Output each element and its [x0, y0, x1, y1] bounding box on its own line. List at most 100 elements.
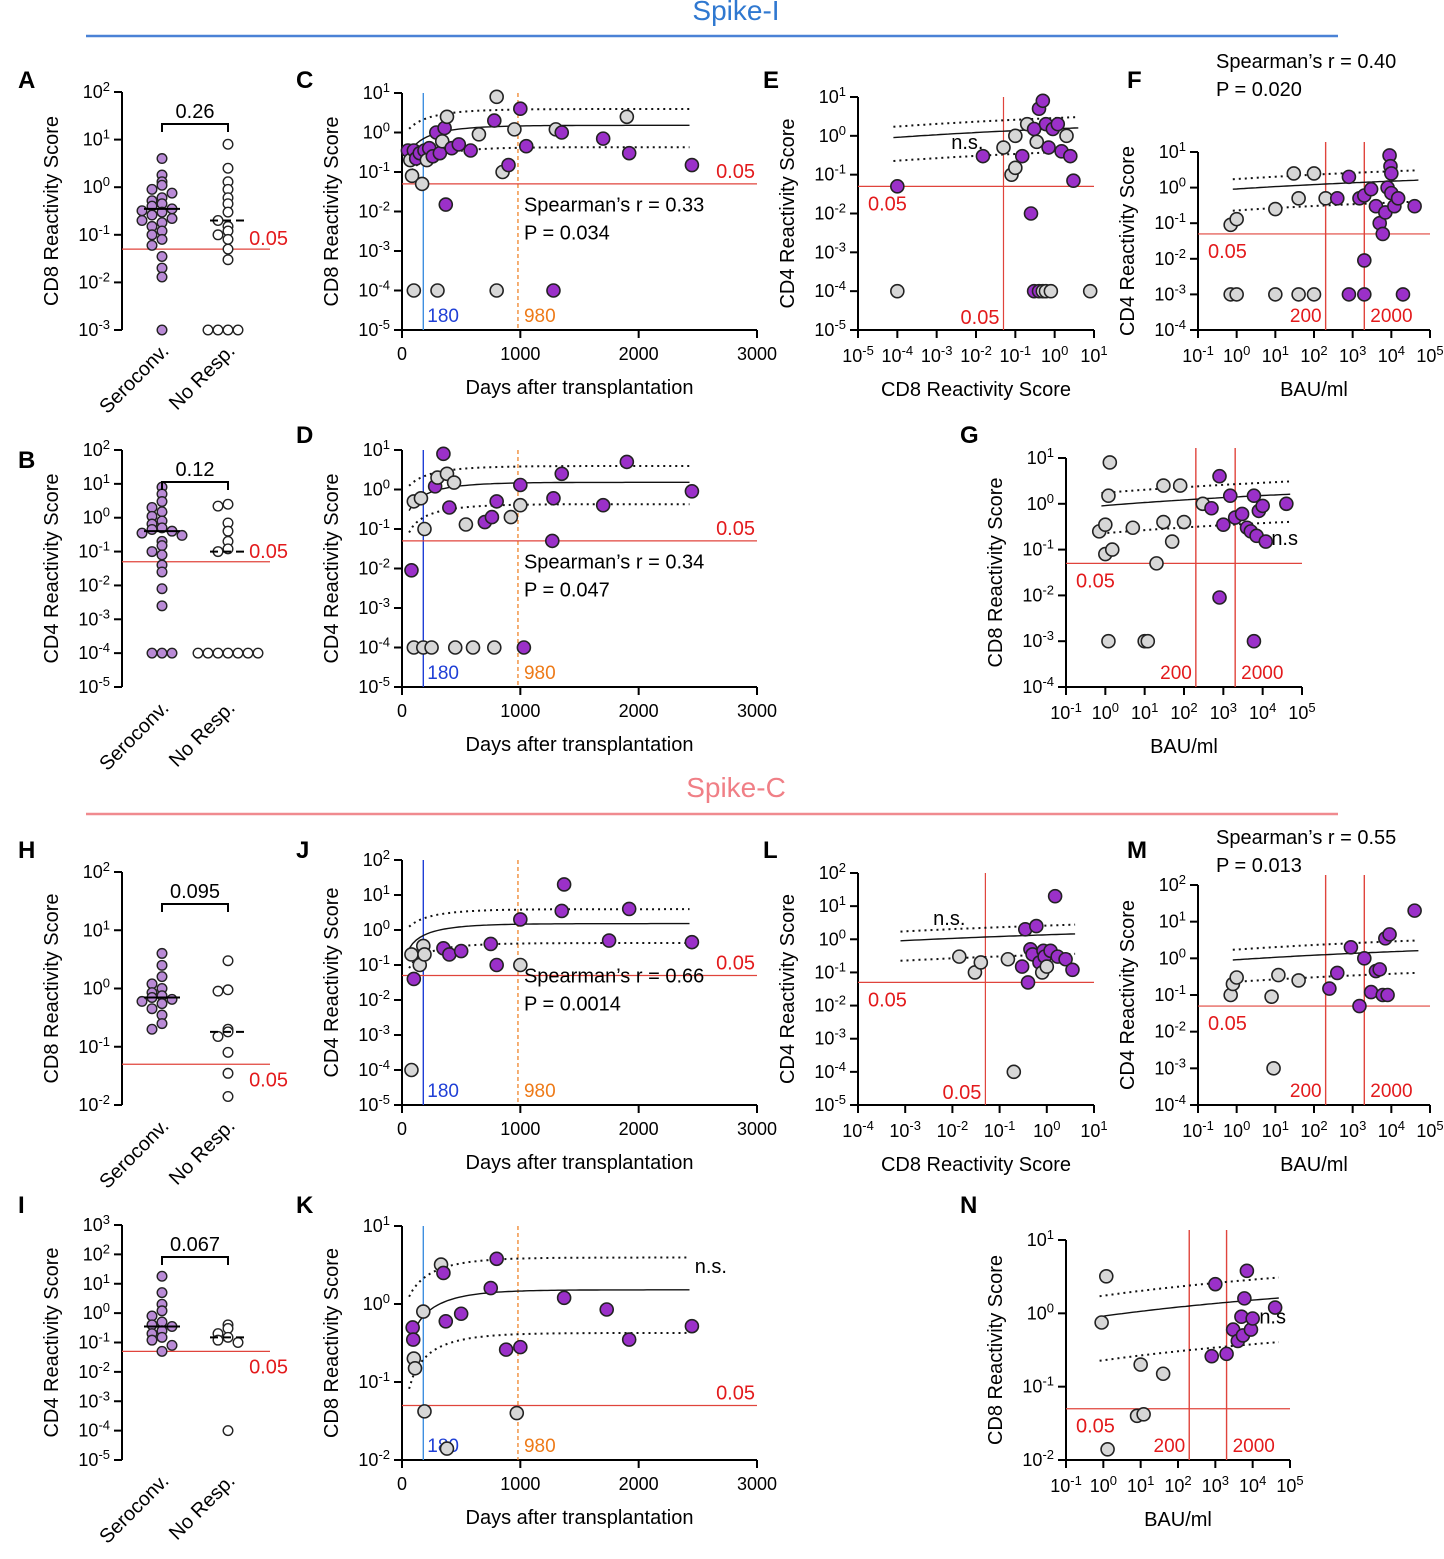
data-point: [1229, 287, 1244, 302]
data-point: [1266, 1061, 1281, 1076]
x-tick-label: 2000: [619, 1474, 659, 1494]
section-title-spike-i: Spike-I: [692, 0, 779, 26]
threshold-label: 0.05: [1208, 1013, 1247, 1035]
tick-label: 101: [1262, 1118, 1289, 1142]
ci-upper: [1101, 480, 1291, 495]
panel-m: M 10-4 10-3 10-2 10-1 100 101 102 CD4 Reactivity…: [1117, 827, 1444, 1176]
tick-label: 10-2: [78, 269, 110, 293]
data-point: [1357, 951, 1372, 966]
data-point: [1268, 201, 1283, 217]
spearman-label: Spearman’s r = 0.55: [1216, 827, 1396, 849]
data-point: [1375, 226, 1391, 242]
data-point: [1246, 633, 1262, 649]
bau-2000-label: 2000: [1241, 663, 1283, 684]
tick-label: 10-3: [1154, 281, 1186, 305]
p-value-label: P = 0.013: [1216, 855, 1302, 877]
tick-label: 10-1: [1000, 343, 1032, 367]
tick-label: 101: [1080, 343, 1107, 367]
data-point: [1204, 500, 1219, 516]
data-point: [404, 1062, 419, 1078]
tick-label: 100: [1092, 700, 1119, 724]
data-point: [1041, 140, 1056, 155]
bau-200-label: 200: [1154, 1436, 1186, 1457]
panel-letter: N: [960, 1192, 977, 1219]
tick-label: 10-5: [842, 343, 874, 367]
data-point: [489, 89, 504, 105]
data-point: [1264, 989, 1279, 1004]
y-axis-label: CD4 Reactivity Score: [1117, 900, 1139, 1090]
data-point: [439, 1441, 455, 1456]
tick-label: 100: [1027, 1300, 1054, 1324]
x-axis-label: Days after transplantation: [466, 1152, 694, 1174]
ci-upper: [900, 923, 1076, 933]
data-point: [417, 1404, 432, 1419]
significance-bracket: [161, 481, 229, 490]
x-tick-label: 3000: [737, 701, 777, 721]
tick-label: 105: [1416, 343, 1443, 367]
tick-label: 104: [1249, 700, 1276, 724]
data-point: [1329, 191, 1345, 206]
tick-label: 10-4: [842, 1118, 874, 1142]
tick-label: 102: [1170, 700, 1197, 724]
data-point: [1029, 918, 1044, 934]
x-tick-label: 3000: [737, 1119, 777, 1139]
data-point: [222, 498, 234, 510]
data-point: [156, 1331, 168, 1343]
tick-label: 10-1: [1182, 343, 1214, 367]
p-value-label: P = 0.020: [1216, 79, 1302, 101]
data-point: [166, 1339, 178, 1351]
tick-label: 100: [1223, 1118, 1250, 1142]
tick-label: 104: [1239, 1473, 1266, 1497]
data-point: [212, 647, 224, 659]
tick-label: 100: [1159, 174, 1186, 198]
data-point: [1155, 1366, 1171, 1382]
ci-upper: [1099, 1276, 1279, 1298]
tick-label: 10-2: [1022, 1447, 1054, 1471]
tick-label: 10-4: [814, 278, 846, 302]
ci-upper: [1232, 939, 1419, 951]
tick-label: 101: [819, 893, 846, 917]
bau-2000-label: 2000: [1233, 1436, 1275, 1457]
tick-label: 10-2: [1022, 582, 1054, 606]
data-point: [1050, 116, 1066, 132]
data-point: [1125, 520, 1141, 536]
threshold-label: 0.05: [1208, 241, 1247, 263]
tick-label: 10-3: [358, 1022, 390, 1046]
tick-label: 10-3: [78, 317, 110, 341]
data-point: [1208, 1276, 1223, 1292]
data-point: [1035, 93, 1051, 109]
tick-label: 100: [1223, 343, 1250, 367]
data-point: [1382, 927, 1397, 942]
tick-label: 105: [1416, 1118, 1443, 1142]
tick-label: 10-3: [1154, 1055, 1186, 1079]
tick-label: 10-5: [358, 1092, 390, 1116]
p-value-label: 0.095: [170, 881, 220, 903]
data-point: [232, 1336, 244, 1348]
data-point: [156, 233, 168, 245]
tick-label: 102: [819, 860, 846, 884]
data-point: [599, 1302, 615, 1317]
data-point: [890, 179, 905, 194]
tick-label: 10-4: [358, 277, 390, 301]
data-point: [424, 640, 439, 655]
data-point: [621, 145, 637, 161]
tick-label: 10-2: [78, 1092, 110, 1116]
x-tick-label: 1000: [500, 344, 540, 364]
tick-label: 101: [1131, 700, 1158, 724]
day-180-label: 180: [427, 306, 459, 327]
x-axis-label: BAU/ml: [1280, 1154, 1348, 1176]
data-point: [166, 993, 178, 1005]
data-point: [222, 243, 234, 255]
tick-label: 100: [1090, 1473, 1117, 1497]
data-point: [890, 283, 905, 299]
data-point: [556, 877, 572, 892]
data-point: [1343, 939, 1359, 955]
data-point: [1101, 633, 1116, 649]
data-point: [1268, 287, 1283, 302]
tick-label: 100: [819, 926, 846, 950]
y-axis-label: CD8 Reactivity Score: [41, 116, 63, 306]
data-point: [465, 640, 481, 655]
data-point: [601, 933, 617, 948]
threshold-label: 0.05: [249, 541, 288, 563]
data-point: [1291, 973, 1306, 988]
